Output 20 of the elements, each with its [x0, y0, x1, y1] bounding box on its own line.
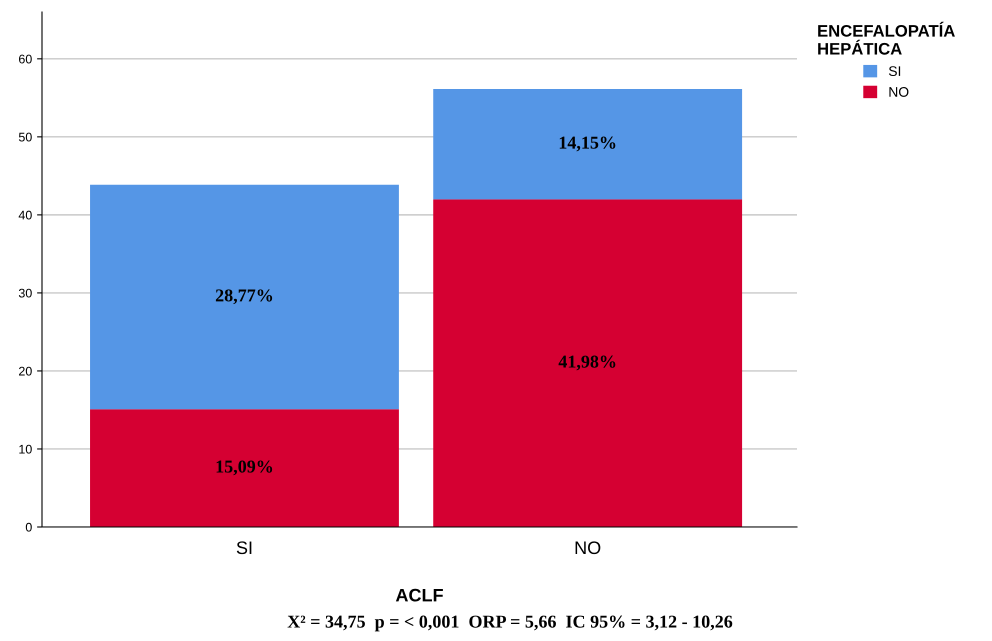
bar — [90, 409, 399, 527]
legend-label: NO — [889, 87, 908, 97]
data-label: 41,98% — [558, 356, 616, 370]
bar — [90, 184, 399, 410]
text: X² = 34,75 p = < 0,001 ORP = 5,66 IC 95% = 3,12 - 10,26 — [288, 616, 732, 632]
y-tick-label: 20 — [19, 366, 32, 376]
bar — [433, 89, 742, 200]
y-tick-label: 50 — [18, 132, 32, 142]
y-tick-label: 60 — [19, 54, 32, 64]
data-label: 28,77% — [216, 289, 272, 304]
legend-label: SI — [888, 66, 900, 76]
data-label: 14,15% — [560, 136, 616, 152]
y-tick-label: 0 — [26, 522, 32, 532]
y-tick-label: 10 — [19, 444, 32, 454]
y-tick-label: 40 — [18, 210, 32, 220]
legend-title: ENCEFALOPATÍA HEPÁTICA — [818, 22, 955, 55]
y-tick-label: 30 — [18, 288, 32, 298]
data-label: 15,09% — [216, 460, 272, 476]
x-axis-title: ACLF — [396, 588, 443, 602]
bar — [433, 199, 742, 527]
